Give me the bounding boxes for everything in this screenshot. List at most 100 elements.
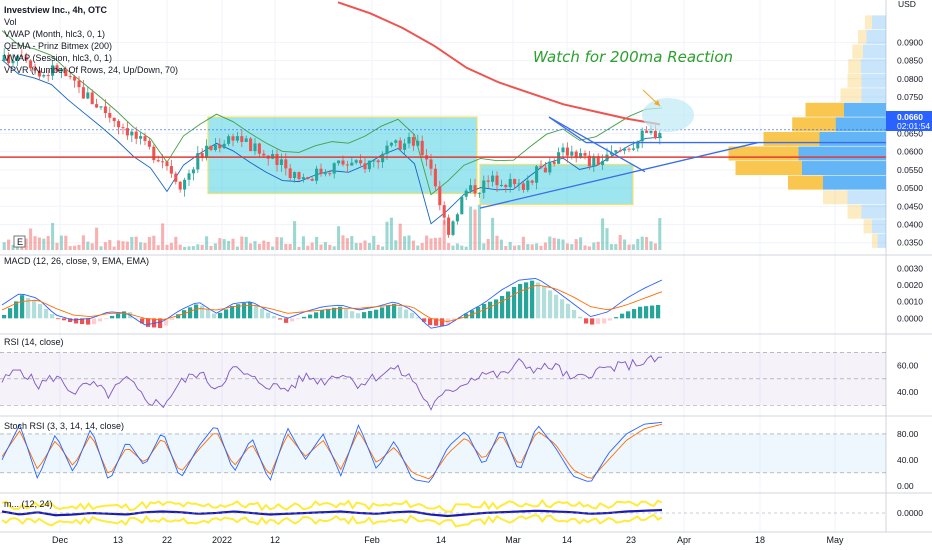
volume-bar <box>438 237 442 250</box>
volume-bar <box>464 246 468 250</box>
volume-bar <box>271 246 275 250</box>
price-tick-label: 0.0550 <box>897 165 923 175</box>
volume-bar <box>645 236 649 250</box>
stoch-title[interactable]: Stoch RSI (3, 3, 14, 14, close) <box>4 421 124 431</box>
price-tick-label: 0.0450 <box>897 201 923 211</box>
candle-body <box>165 161 169 167</box>
osc-lower-line <box>1 513 663 528</box>
candle-body <box>161 161 165 163</box>
annotation-text: Watch for 200ma Reaction <box>533 48 733 66</box>
macd-histogram-bar <box>536 282 541 319</box>
candle-body <box>389 142 393 146</box>
rsi-tick-label: 60.00 <box>897 361 919 371</box>
candle-body <box>403 143 407 150</box>
volume-bar <box>543 242 547 250</box>
candle-body <box>601 160 605 165</box>
osc-title[interactable]: m... (12, 24) <box>4 499 53 509</box>
candle-body <box>108 113 112 118</box>
currency-label: USD <box>898 0 916 9</box>
candle-body <box>227 136 231 144</box>
candle-body <box>121 127 125 129</box>
macd-histogram-bar <box>146 318 151 327</box>
candle-body <box>574 151 578 159</box>
volume-bar <box>477 204 481 250</box>
macd-histogram-bar <box>26 297 31 319</box>
volume-bar <box>284 243 288 250</box>
candle-body <box>332 163 336 174</box>
macd-histogram-bar <box>578 316 583 319</box>
candle-body <box>495 175 499 186</box>
candle-body <box>442 205 446 218</box>
volume-bar <box>103 242 107 250</box>
candle-body <box>565 147 569 156</box>
macd-histogram-bar <box>230 306 235 319</box>
macd-histogram-bar <box>428 318 433 326</box>
volume-bar <box>416 245 420 250</box>
indicator-label-volume[interactable]: Vol <box>4 17 17 27</box>
macd-histogram-bar <box>218 312 223 319</box>
candle-body <box>310 179 314 181</box>
macd-title[interactable]: MACD (12, 26, close, 9, EMA, EMA) <box>4 256 149 266</box>
candle-body <box>363 163 367 170</box>
volume-bar <box>473 209 477 250</box>
candle-body <box>235 136 239 141</box>
time-tick-label: Apr <box>677 535 691 545</box>
candle-body <box>631 148 635 150</box>
volume-bar <box>51 222 55 250</box>
volume-bar <box>253 241 257 250</box>
candle-body <box>557 152 561 164</box>
time-tick-label: 14 <box>562 535 572 545</box>
candle-body <box>513 178 517 185</box>
vpvr-row-down <box>861 73 886 88</box>
indicator-label-vwap-month[interactable]: VWAP (Month, hlc3, 0, 1) <box>4 29 105 39</box>
candle-body <box>125 128 129 136</box>
candle-body <box>451 221 455 235</box>
volume-bar <box>306 245 310 250</box>
volume-bar <box>161 223 165 250</box>
candle-body <box>293 172 297 179</box>
volume-bar <box>605 228 609 250</box>
candle-body <box>297 172 301 179</box>
volume-bar <box>631 244 635 250</box>
triangle-top-line <box>548 116 587 144</box>
time-tick-label: 13 <box>113 535 123 545</box>
indicator-label-vwap-session[interactable]: VWAP (Session, hlc3, 0, 1) <box>4 53 112 63</box>
candle-body <box>561 147 565 153</box>
volume-bar <box>310 242 314 250</box>
macd-histogram-bar <box>344 308 349 319</box>
candle-body <box>469 185 473 191</box>
volume-bar <box>574 239 578 250</box>
volume-bar <box>68 246 72 250</box>
vpvr-row-down <box>861 204 886 219</box>
macd-histogram-bar <box>242 303 247 319</box>
volume-bar <box>653 243 657 250</box>
candle-body <box>499 184 503 186</box>
macd-histogram-bar <box>650 305 655 319</box>
volume-bar <box>389 217 393 250</box>
candle-body <box>117 121 121 128</box>
volume-bar <box>385 221 389 250</box>
macd-histogram-bar <box>14 301 19 319</box>
price-tick-label: 0.0800 <box>897 74 923 84</box>
macd-histogram-bar <box>80 318 85 325</box>
macd-histogram-bar <box>266 312 271 319</box>
indicator-label-qema[interactable]: QEMA - Prinz Bitmex (200) <box>4 41 112 51</box>
annotation-arrowhead <box>654 100 660 106</box>
time-axis[interactable]: Dec 13 22 2022 12 Feb 14 Mar 14 23 Apr 18 May <box>52 535 844 545</box>
consolidation-box <box>479 163 634 206</box>
candle-body <box>64 69 68 77</box>
hide-volume-button[interactable] <box>13 235 26 248</box>
candle-body <box>354 160 358 163</box>
candlestick-series <box>2 48 662 238</box>
volume-bar <box>504 245 508 250</box>
indicator-label-vpvr[interactable]: VPVR (Number Of Rows, 24, Up/Down, 70) <box>4 65 178 75</box>
rsi-title[interactable]: RSI (14, close) <box>4 337 64 347</box>
candle-body <box>37 70 41 77</box>
candle-body <box>460 196 464 215</box>
macd-histogram-bar <box>506 291 511 319</box>
price-tick-label: 0.0400 <box>897 220 923 230</box>
candle-body <box>438 186 442 206</box>
volume-bar <box>108 239 112 250</box>
volume-bar <box>46 235 50 250</box>
